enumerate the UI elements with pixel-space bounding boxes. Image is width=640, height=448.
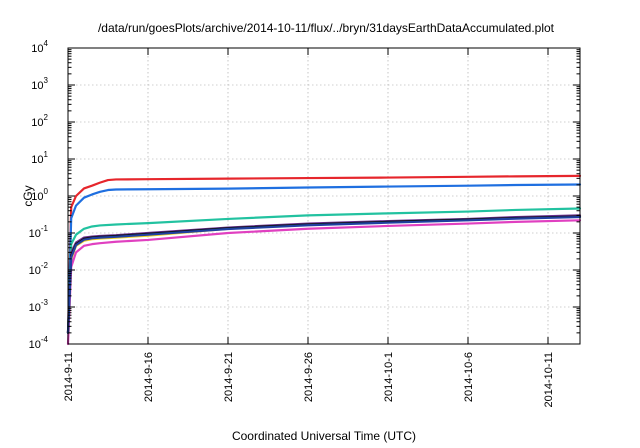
grid <box>68 48 580 344</box>
y-tick-label: 102 <box>31 113 48 129</box>
series-line-3 <box>66 207 582 334</box>
y-tick-label: 103 <box>31 76 48 92</box>
x-tick-label: 2014-10-11 <box>543 352 555 407</box>
y-tick-label: 10-1 <box>29 224 49 240</box>
axis-ticks: 10-4 10-3 10-2 10-1 100 101 102 103 104 2014-9-11… <box>29 39 580 407</box>
series-line-8 <box>66 215 582 334</box>
chart-title: /data/run/goesPlots/archive/2014-10-11/f… <box>98 21 555 35</box>
x-tick-label: 2014-10-6 <box>463 352 475 402</box>
series-group <box>66 174 582 346</box>
series-line-5 <box>66 219 582 346</box>
y-axis-label: cGy <box>21 185 35 206</box>
x-tick-label: 2014-10-1 <box>383 352 395 402</box>
y-tick-label: 10-3 <box>29 298 49 314</box>
series-line-1 <box>66 174 582 334</box>
series-line-2 <box>66 183 582 334</box>
x-axis-label: Coordinated Universal Time (UTC) <box>232 429 416 443</box>
y-tick-label: 10-4 <box>29 335 49 351</box>
x-tick-label: 2014-9-16 <box>143 352 155 402</box>
x-tick-label: 2014-9-11 <box>63 352 75 401</box>
y-tick-label: 104 <box>31 39 48 55</box>
y-tick-label: 101 <box>31 150 48 166</box>
x-tick-label: 2014-9-26 <box>303 352 315 402</box>
y-tick-label: 10-2 <box>29 261 49 277</box>
y-tick-label: 100 <box>31 187 48 203</box>
x-tick-label: 2014-9-21 <box>223 352 235 402</box>
